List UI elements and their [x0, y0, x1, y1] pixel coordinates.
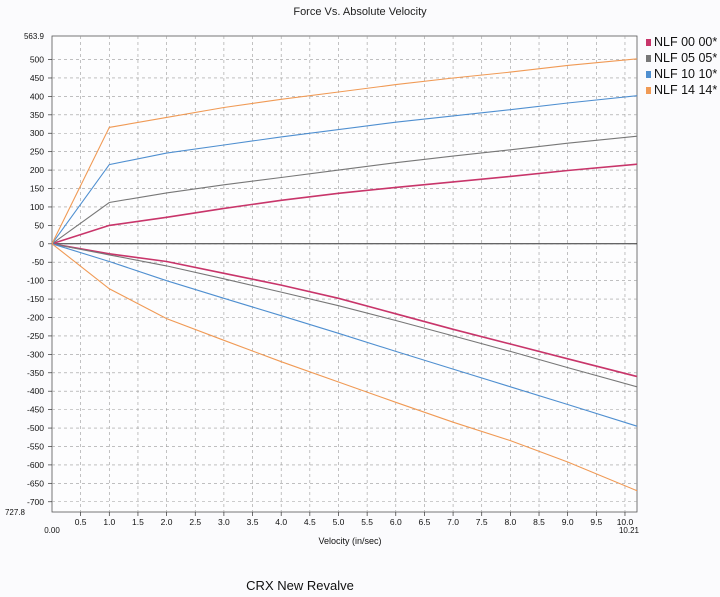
x-tick-label: 8.0: [504, 517, 516, 527]
caption: CRX New Revalve: [246, 578, 354, 593]
y-tick-label: 450: [30, 73, 44, 83]
y-tick-label: -550: [27, 441, 44, 451]
x-tick-label: 0.5: [75, 517, 87, 527]
x-tick-label: 3.0: [218, 517, 230, 527]
y-min-label: 727.8: [5, 508, 26, 517]
x-tick-label: 8.5: [533, 517, 545, 527]
x-max-label: 10.21: [619, 526, 640, 535]
y-tick-label: 300: [30, 128, 44, 138]
x-tick-label: 9.0: [562, 517, 574, 527]
series-line-compression: [51, 243, 638, 388]
y-tick-label: 250: [30, 147, 44, 157]
series-line-rebound: [51, 163, 638, 245]
y-tick-label: -500: [27, 423, 44, 433]
y-tick-label: 500: [30, 55, 44, 65]
y-tick-label: -350: [27, 368, 44, 378]
series-line-rebound: [51, 135, 638, 245]
y-tick-label: -650: [27, 478, 44, 488]
y-tick-label: 200: [30, 165, 44, 175]
x-tick-label: 2.0: [161, 517, 173, 527]
legend-swatch: [646, 54, 651, 62]
x-tick-label: 6.5: [419, 517, 431, 527]
x-tick-label: 1.5: [132, 517, 144, 527]
legend-label: NLF 05 05*: [654, 51, 718, 65]
x-tick-label: 2.5: [189, 517, 201, 527]
legend-label: NLF 10 10*: [654, 67, 718, 81]
x-tick-label: 5.0: [333, 517, 345, 527]
y-tick-label: -450: [27, 405, 44, 415]
plot-area: [51, 35, 638, 513]
y-tick-label: 0: [39, 239, 44, 249]
y-tick-label: 100: [30, 202, 44, 212]
x-tick-label: 7.0: [447, 517, 459, 527]
series-line-rebound: [51, 58, 638, 245]
series-line-compression: [51, 243, 638, 378]
chart-title: Force Vs. Absolute Velocity: [293, 6, 427, 18]
legend-item: NLF 10 10*: [646, 66, 717, 82]
y-tick-label: -150: [27, 294, 44, 304]
legend-item: NLF 00 00*: [646, 34, 717, 50]
y-tick-label: 150: [30, 184, 44, 194]
y-tick-label: -400: [27, 386, 44, 396]
y-tick-label: -200: [27, 313, 44, 323]
legend: NLF 00 00* NLF 05 05* NLF 10 10* NLF 14 …: [646, 34, 717, 98]
y-tick-label: -700: [27, 497, 44, 507]
y-tick-label: 350: [30, 110, 44, 120]
x-tick-label: 1.0: [103, 517, 115, 527]
x-min-label: 0.00: [44, 526, 60, 535]
x-axis-label: Velocity (in/sec): [318, 536, 382, 546]
legend-label: NLF 14 14*: [654, 83, 718, 97]
series-line-compression: [51, 243, 638, 492]
x-tick-label: 4.0: [275, 517, 287, 527]
legend-label: NLF 00 00*: [654, 35, 718, 49]
x-tick-label: 10.0: [617, 517, 634, 527]
y-tick-label: -100: [27, 276, 44, 286]
y-max-label: 563.9: [24, 32, 45, 41]
x-tick-label: 3.5: [247, 517, 259, 527]
x-tick-label: 7.5: [476, 517, 488, 527]
series-line-compression: [51, 243, 638, 427]
legend-item: NLF 05 05*: [646, 50, 717, 66]
y-tick-label: -50: [32, 257, 45, 267]
y-tick-label: 50: [35, 220, 45, 230]
y-tick-label: -600: [27, 460, 44, 470]
x-tick-label: 6.0: [390, 517, 402, 527]
y-tick-label: 400: [30, 91, 44, 101]
y-tick-label: -300: [27, 349, 44, 359]
legend-swatch: [646, 38, 651, 46]
series-line-rebound: [51, 95, 638, 245]
x-tick-label: 9.5: [590, 517, 602, 527]
legend-item: NLF 14 14*: [646, 82, 717, 98]
legend-swatch: [646, 70, 651, 78]
y-tick-label: -250: [27, 331, 44, 341]
x-tick-label: 5.5: [361, 517, 373, 527]
legend-swatch: [646, 86, 651, 94]
x-tick-label: 4.5: [304, 517, 316, 527]
